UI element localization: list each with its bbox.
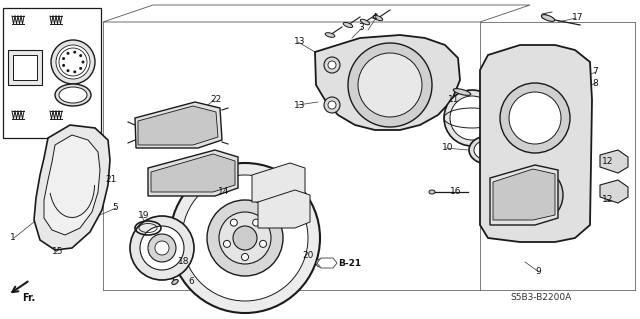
Text: 22: 22 — [210, 95, 221, 105]
Ellipse shape — [469, 136, 507, 164]
Text: 18: 18 — [178, 257, 189, 266]
Circle shape — [207, 200, 283, 276]
Ellipse shape — [474, 140, 502, 160]
Circle shape — [253, 219, 260, 226]
Text: 10: 10 — [442, 144, 454, 152]
Polygon shape — [490, 165, 558, 225]
Ellipse shape — [453, 89, 470, 95]
Polygon shape — [600, 180, 628, 203]
Circle shape — [67, 52, 70, 55]
Polygon shape — [135, 102, 222, 148]
Circle shape — [62, 64, 65, 67]
Text: 11: 11 — [448, 95, 460, 105]
Circle shape — [241, 254, 248, 261]
Circle shape — [148, 234, 176, 262]
Circle shape — [324, 97, 340, 113]
Ellipse shape — [343, 22, 353, 27]
Ellipse shape — [55, 84, 91, 106]
Text: 8: 8 — [592, 78, 598, 87]
Text: 12: 12 — [602, 196, 613, 204]
Text: 14: 14 — [218, 188, 229, 197]
Circle shape — [358, 53, 422, 117]
Text: S5B3-B2200A: S5B3-B2200A — [510, 293, 572, 302]
Circle shape — [450, 96, 494, 140]
Ellipse shape — [325, 33, 335, 37]
Text: 20: 20 — [302, 250, 314, 259]
Circle shape — [507, 167, 563, 223]
Polygon shape — [138, 106, 218, 145]
Circle shape — [509, 92, 561, 144]
Circle shape — [51, 40, 95, 84]
Circle shape — [67, 69, 70, 72]
Circle shape — [444, 90, 500, 146]
Ellipse shape — [360, 19, 370, 25]
Text: 6: 6 — [188, 278, 194, 286]
Circle shape — [73, 70, 76, 73]
Text: 17: 17 — [572, 13, 584, 23]
Circle shape — [56, 45, 90, 79]
Circle shape — [170, 163, 320, 313]
Text: 1: 1 — [10, 234, 16, 242]
Bar — [3, 8, 101, 138]
Text: 15: 15 — [52, 248, 63, 256]
Polygon shape — [258, 190, 310, 228]
Circle shape — [328, 61, 336, 69]
Polygon shape — [44, 135, 100, 235]
Text: 21: 21 — [105, 175, 116, 184]
Circle shape — [140, 226, 184, 270]
Circle shape — [500, 83, 570, 153]
Circle shape — [182, 175, 308, 301]
Ellipse shape — [59, 87, 87, 103]
Circle shape — [62, 57, 65, 60]
Text: 4: 4 — [372, 13, 378, 23]
Circle shape — [155, 241, 169, 255]
Ellipse shape — [172, 279, 178, 285]
Polygon shape — [600, 150, 628, 173]
Polygon shape — [151, 154, 235, 192]
Ellipse shape — [429, 190, 435, 194]
Circle shape — [348, 43, 432, 127]
Text: 13: 13 — [294, 38, 305, 47]
Ellipse shape — [541, 15, 555, 21]
Circle shape — [79, 54, 82, 57]
Text: 9: 9 — [535, 268, 541, 277]
Circle shape — [130, 216, 194, 280]
Polygon shape — [8, 50, 42, 85]
Circle shape — [324, 57, 340, 73]
Polygon shape — [480, 45, 592, 242]
Text: 16: 16 — [450, 188, 461, 197]
Polygon shape — [148, 150, 238, 196]
Circle shape — [328, 101, 336, 109]
Polygon shape — [315, 35, 460, 130]
Polygon shape — [34, 125, 110, 250]
Text: 12: 12 — [602, 158, 613, 167]
Polygon shape — [317, 258, 337, 268]
Text: 5: 5 — [112, 204, 118, 212]
Circle shape — [260, 241, 267, 247]
Polygon shape — [493, 169, 555, 220]
Text: 19: 19 — [138, 211, 150, 219]
Polygon shape — [13, 55, 37, 80]
Circle shape — [230, 219, 237, 226]
Polygon shape — [252, 163, 305, 202]
Circle shape — [79, 67, 82, 70]
Text: 3: 3 — [358, 24, 364, 33]
Circle shape — [219, 212, 271, 264]
Ellipse shape — [499, 158, 521, 173]
Ellipse shape — [495, 154, 525, 176]
Circle shape — [81, 61, 84, 63]
Circle shape — [515, 175, 555, 215]
Text: 7: 7 — [592, 68, 598, 77]
Circle shape — [233, 226, 257, 250]
Circle shape — [223, 241, 230, 247]
Circle shape — [73, 51, 76, 54]
Ellipse shape — [373, 15, 383, 21]
Text: 13: 13 — [294, 100, 305, 109]
Circle shape — [316, 259, 324, 267]
Text: Fr.: Fr. — [22, 293, 35, 303]
Text: B-21: B-21 — [338, 258, 361, 268]
